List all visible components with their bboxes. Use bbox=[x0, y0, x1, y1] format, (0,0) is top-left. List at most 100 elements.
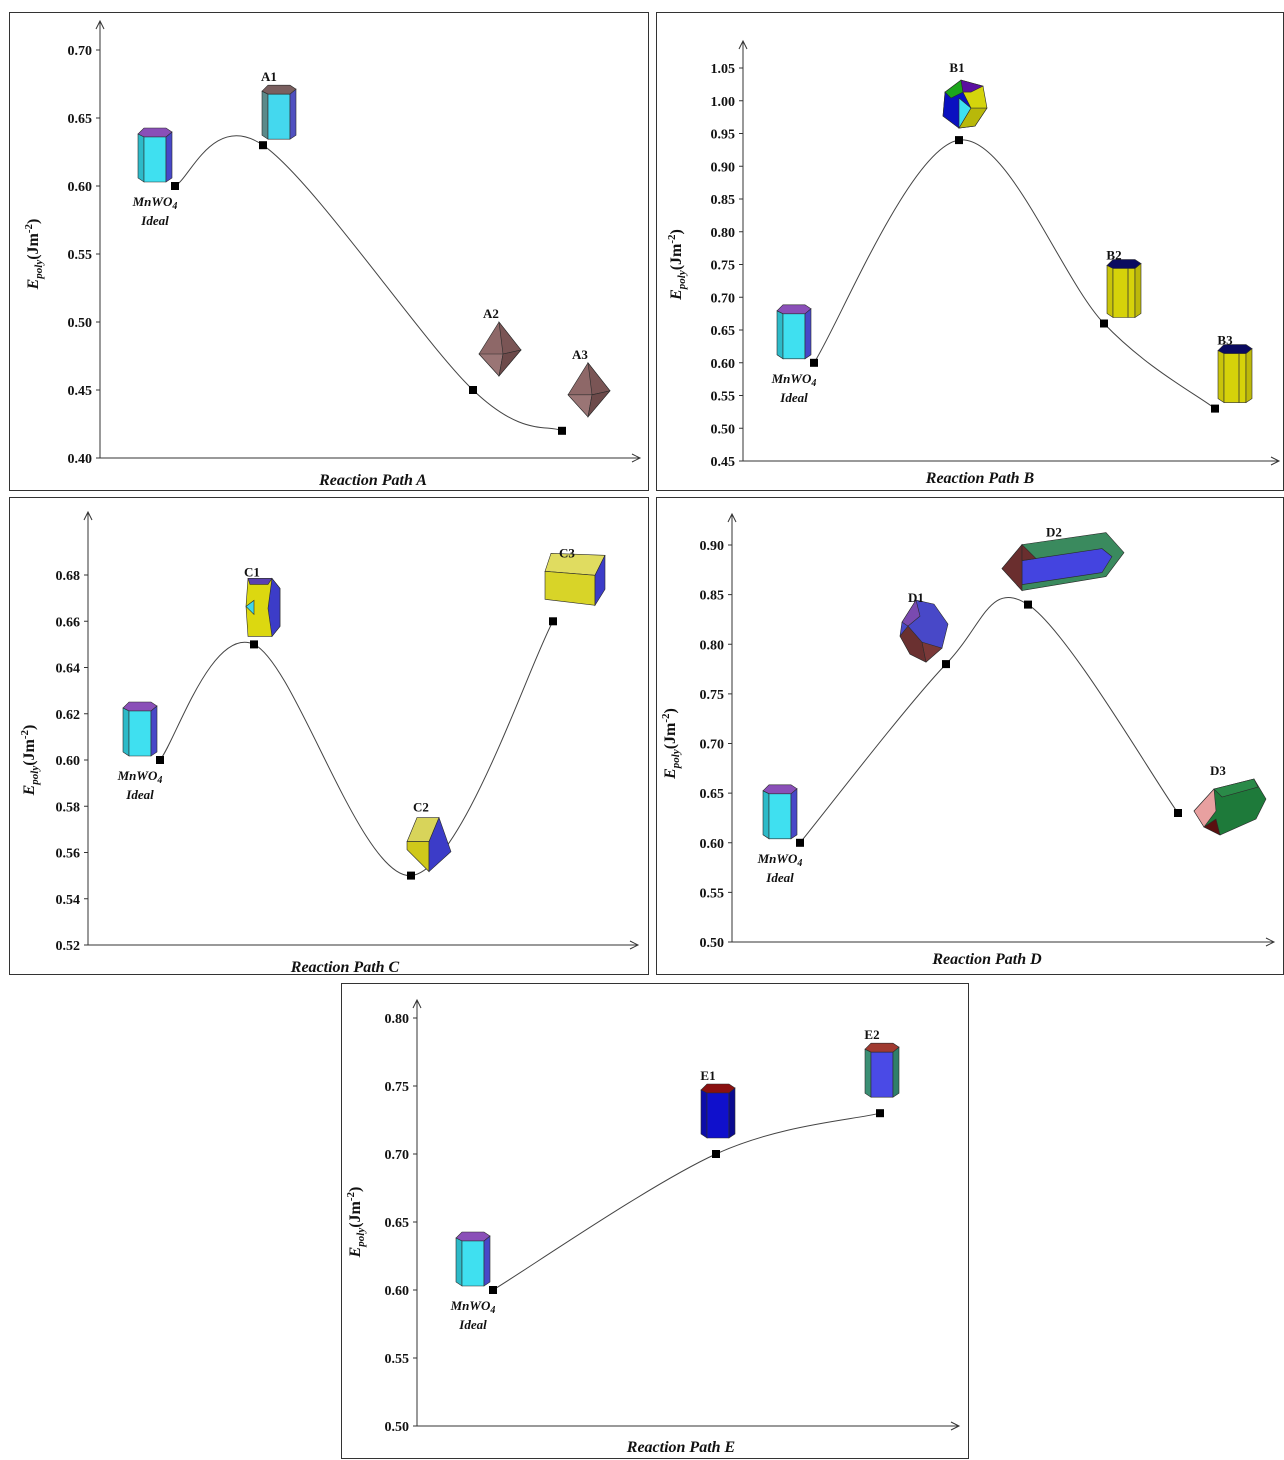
data-point bbox=[955, 136, 963, 145]
crystal-shape-icon bbox=[122, 701, 158, 757]
x-axis-label: Reaction Path C bbox=[290, 959, 400, 976]
crystal-shape-icon bbox=[261, 84, 297, 140]
y-axis-arrow-b bbox=[738, 39, 748, 50]
data-point bbox=[407, 871, 415, 880]
y-tick-label: 0.90 bbox=[711, 160, 736, 175]
crystal-shape-icon bbox=[478, 320, 522, 378]
x-axis-label: Reaction Path B bbox=[925, 470, 1035, 487]
point-label-ideal: Ideal bbox=[458, 1317, 487, 1332]
y-axis-arrow-d bbox=[727, 512, 737, 523]
crystal-shape-icon bbox=[406, 816, 452, 873]
y-axis-label: Epoly(Jm-2) bbox=[345, 1187, 367, 1259]
y-tick-label: 0.58 bbox=[56, 800, 81, 815]
y-tick-label: 0.70 bbox=[385, 1148, 410, 1163]
y-tick-label: 1.00 bbox=[711, 95, 736, 110]
point-label: B1 bbox=[949, 60, 964, 75]
y-tick-label: 0.65 bbox=[711, 324, 736, 339]
axes-c: 0.52 0.54 0.56 0.58 0.60 0.62 0.64 0.66 0.68 bbox=[56, 510, 640, 954]
point-label: MnWO4 bbox=[132, 194, 178, 212]
y-axis-label: Epoly(Jm-2) bbox=[660, 708, 682, 780]
point-label-ideal: Ideal bbox=[140, 213, 169, 228]
point-label: D1 bbox=[908, 590, 924, 605]
point-label: A3 bbox=[572, 347, 588, 362]
y-tick-label: 0.55 bbox=[711, 390, 736, 405]
chart-e: 0.50 0.55 0.60 0.65 0.70 0.75 0.80 Reaction Pat… bbox=[345, 998, 961, 1456]
y-tick-label: 0.50 bbox=[385, 1420, 410, 1435]
y-axis-label: Epoly(Jm-2) bbox=[666, 229, 688, 301]
axes-a: 0.40 0.45 0.50 0.55 0.60 0.65 0.70 bbox=[68, 19, 642, 467]
point-label: E1 bbox=[700, 1068, 715, 1083]
y-tick-label: 0.55 bbox=[700, 886, 725, 901]
crystal-shape-icon bbox=[455, 1231, 491, 1287]
chart-c: 0.52 0.54 0.56 0.58 0.60 0.62 0.64 0.66 0.68 Reac… bbox=[19, 510, 640, 976]
series-line-c bbox=[159, 621, 554, 877]
point-label: C2 bbox=[413, 800, 429, 815]
y-tick-label: 0.55 bbox=[385, 1352, 410, 1367]
y-tick-label: 0.85 bbox=[711, 193, 736, 208]
y-axis-arrow-c bbox=[83, 510, 93, 521]
y-axis-label: Epoly(Jm-2) bbox=[19, 725, 41, 797]
chart-d: 0.50 0.55 0.60 0.65 0.70 0.75 0.80 0.85 0.90 Reac… bbox=[660, 512, 1276, 968]
crystal-shape-icon bbox=[776, 304, 812, 360]
data-point bbox=[489, 1286, 497, 1294]
data-point bbox=[1024, 600, 1032, 609]
x-axis-label: Reaction Path A bbox=[318, 472, 427, 489]
y-axis-arrow-a bbox=[95, 19, 105, 30]
axes-b: 0.45 0.50 0.55 0.60 0.65 0.70 0.75 0.80 0.85 0.90… bbox=[711, 39, 1281, 470]
data-point bbox=[1211, 404, 1219, 413]
y-tick-label: 0.90 bbox=[700, 539, 725, 554]
point-label: MnWO4 bbox=[771, 371, 817, 389]
crystal-shape-icon bbox=[864, 1042, 900, 1098]
crystal-shape-icon bbox=[567, 361, 611, 418]
series-line-e bbox=[492, 1112, 881, 1291]
y-tick-label: 0.50 bbox=[700, 936, 725, 951]
y-tick-label: 0.50 bbox=[68, 316, 93, 331]
point-label: D2 bbox=[1046, 525, 1062, 540]
y-tick-label: 0.56 bbox=[56, 847, 81, 862]
data-point bbox=[796, 838, 804, 847]
y-tick-label: 1.05 bbox=[711, 62, 736, 77]
x-axis-arrow-e bbox=[950, 1421, 961, 1431]
point-label: A1 bbox=[261, 69, 277, 84]
crystal-shape-icon bbox=[1001, 532, 1125, 592]
y-axis-label: Epoly(Jm-2) bbox=[23, 219, 45, 291]
x-axis-label: Reaction Path E bbox=[626, 1439, 735, 1456]
chart-panel-b: 0.45 0.50 0.55 0.60 0.65 0.70 0.75 0.80 0.85 0.90… bbox=[656, 12, 1284, 491]
axes-d: 0.50 0.55 0.60 0.65 0.70 0.75 0.80 0.85 0.90 bbox=[700, 512, 1276, 951]
series-line-d bbox=[799, 597, 1179, 844]
y-tick-label: 0.50 bbox=[711, 422, 736, 437]
data-point bbox=[1100, 319, 1108, 328]
y-tick-label: 0.70 bbox=[700, 738, 725, 753]
data-point bbox=[810, 358, 818, 367]
crystal-shape-icon bbox=[1217, 344, 1253, 404]
point-label: MnWO4 bbox=[117, 768, 163, 786]
point-label-ideal: Ideal bbox=[779, 390, 808, 405]
x-axis-arrow-c bbox=[629, 940, 640, 950]
y-tick-label: 0.60 bbox=[711, 357, 736, 372]
crystal-shape-icon bbox=[762, 784, 798, 840]
point-label: D3 bbox=[1210, 763, 1226, 778]
data-point bbox=[558, 426, 566, 435]
x-axis-arrow-b bbox=[1270, 456, 1281, 466]
y-tick-label: 0.60 bbox=[56, 754, 81, 769]
point-label: B2 bbox=[1106, 248, 1121, 263]
data-point bbox=[469, 386, 477, 394]
y-tick-label: 0.54 bbox=[56, 893, 81, 908]
crystal-shape-icon bbox=[1193, 778, 1267, 836]
y-tick-label: 0.62 bbox=[56, 708, 81, 723]
chart-b: 0.45 0.50 0.55 0.60 0.65 0.70 0.75 0.80 0.85 0.90… bbox=[666, 39, 1281, 487]
y-tick-label: 0.66 bbox=[56, 615, 81, 630]
chart-panel-c: 0.52 0.54 0.56 0.58 0.60 0.62 0.64 0.66 0.68 Reac… bbox=[9, 497, 649, 976]
y-tick-label: 0.65 bbox=[700, 787, 725, 802]
axes-e: 0.50 0.55 0.60 0.65 0.70 0.75 0.80 bbox=[385, 998, 961, 1435]
crystal-shape-icon bbox=[899, 599, 949, 663]
x-axis-label: Reaction Path D bbox=[931, 951, 1042, 968]
y-tick-label: 0.45 bbox=[711, 455, 736, 470]
y-tick-label: 0.65 bbox=[68, 112, 93, 127]
y-tick-label: 0.75 bbox=[700, 688, 725, 703]
point-label: MnWO4 bbox=[450, 1298, 496, 1316]
crystal-shape-icon bbox=[137, 127, 173, 183]
y-tick-label: 0.80 bbox=[711, 226, 736, 241]
y-tick-label: 0.75 bbox=[711, 259, 736, 274]
y-tick-label: 0.60 bbox=[68, 180, 93, 195]
